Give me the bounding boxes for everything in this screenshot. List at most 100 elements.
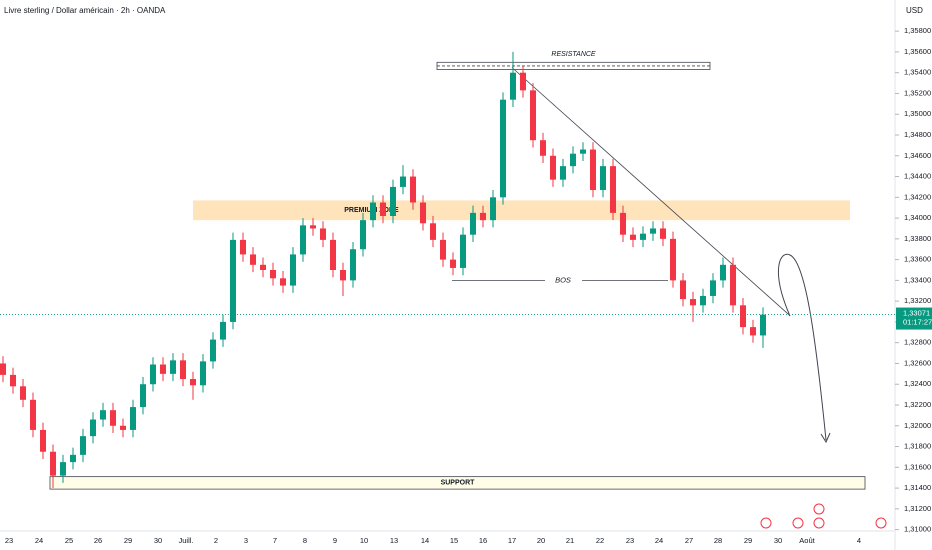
candle-body <box>500 99 506 198</box>
candle-body <box>350 249 356 281</box>
y-tick-label: 1,35200 <box>904 88 931 97</box>
y-tick-label: 1,34800 <box>904 130 931 139</box>
candle-body <box>610 166 616 213</box>
event-icons <box>760 503 887 529</box>
x-tick-label: Août <box>799 536 815 545</box>
y-tick-label: 1,35000 <box>904 109 931 118</box>
candle-body <box>180 360 186 380</box>
y-tick-label: 1,35400 <box>904 68 931 77</box>
candle-body <box>670 238 676 281</box>
candle-body <box>390 186 396 216</box>
candle-body <box>200 361 206 386</box>
candle-body <box>300 225 306 255</box>
candle-body <box>430 223 436 240</box>
x-tick-label: 22 <box>596 536 604 545</box>
candle-body <box>550 155 556 180</box>
candle-body <box>320 228 326 240</box>
x-tick-label: 23 <box>626 536 634 545</box>
candle-body <box>420 202 426 224</box>
candle-body <box>70 454 76 463</box>
event-icon <box>813 503 825 515</box>
x-tick-label: 25 <box>65 536 73 545</box>
event-icon <box>792 517 804 529</box>
y-tick-label: 1,35800 <box>904 26 931 35</box>
candle-body <box>330 239 336 270</box>
x-tick-label: 7 <box>273 536 277 545</box>
x-tick-label: 8 <box>303 536 307 545</box>
candle-body <box>10 374 16 387</box>
candles <box>0 51 766 489</box>
y-tick-label: 1,31000 <box>904 525 931 534</box>
candle-body <box>440 239 446 260</box>
candle-body <box>340 270 346 281</box>
candle-body <box>170 360 176 374</box>
chart-title: Livre sterling / Dollar américain · 2h ·… <box>4 6 166 15</box>
candle-body <box>480 212 486 221</box>
x-tick-label: 23 <box>5 536 13 545</box>
candle-body <box>160 364 166 374</box>
y-tick-label: 1,33800 <box>904 234 931 243</box>
candle-body <box>650 228 656 234</box>
x-tick-label: 26 <box>94 536 102 545</box>
zone-label: RESISTANCE <box>551 51 596 58</box>
x-tick-label: 30 <box>154 536 162 545</box>
trendline <box>511 67 791 316</box>
candle-body <box>470 212 476 235</box>
last-price-label: 1,33071 <box>903 309 930 318</box>
candle-body <box>110 410 116 426</box>
x-tick-label: 4 <box>857 536 861 545</box>
event-icon <box>813 517 825 529</box>
x-tick-label: 10 <box>360 536 368 545</box>
x-tick-label: 3 <box>244 536 248 545</box>
x-tick-label: 17 <box>508 536 516 545</box>
x-tick-label: 13 <box>390 536 398 545</box>
candle-body <box>620 212 626 235</box>
candle-body <box>50 451 56 476</box>
x-tick-label: 21 <box>566 536 574 545</box>
candle-body <box>520 72 526 91</box>
event-icon <box>760 517 772 529</box>
candle-body <box>730 264 736 306</box>
y-tick-label: 1,32600 <box>904 358 931 367</box>
zone-label: SUPPORT <box>441 480 476 487</box>
candle-body <box>580 149 586 154</box>
candle-body <box>560 166 566 180</box>
x-tick-label: 29 <box>124 536 132 545</box>
projection-arrow <box>820 432 831 444</box>
candle-body <box>310 225 316 229</box>
candle-body <box>230 239 236 322</box>
candle-body <box>270 270 276 279</box>
y-tick-label: 1,32800 <box>904 338 931 347</box>
candle-body <box>590 149 596 191</box>
candle-body <box>760 314 766 336</box>
candle-body <box>90 419 96 437</box>
currency: USD <box>906 6 923 15</box>
y-tick-label: 1,31400 <box>904 483 931 492</box>
y-tick-label: 1,32000 <box>904 421 931 430</box>
candle-body <box>260 264 266 270</box>
candle-body <box>710 280 716 296</box>
countdown: 01:17:27 <box>903 318 932 327</box>
x-tick-label: 14 <box>421 536 429 545</box>
candle-body <box>130 407 136 430</box>
candle-body <box>100 410 106 420</box>
x-tick-label: 28 <box>714 536 722 545</box>
candle-body <box>360 220 366 250</box>
candle-body <box>40 429 46 452</box>
y-tick-label: 1,31600 <box>904 462 931 471</box>
x-tick-label: 20 <box>537 536 545 545</box>
candle-body <box>20 386 26 400</box>
x-tick-label: 30 <box>774 536 782 545</box>
last-price-tag <box>896 307 932 330</box>
candle-body <box>80 436 86 455</box>
candle-body <box>60 462 66 476</box>
candle-body <box>250 254 256 265</box>
candle-body <box>660 228 666 239</box>
candle-body <box>570 153 576 167</box>
candle-body <box>140 384 146 408</box>
candle-body <box>0 363 6 375</box>
candle-body <box>640 233 646 240</box>
candle-body <box>680 280 686 300</box>
candle-body <box>30 399 36 430</box>
